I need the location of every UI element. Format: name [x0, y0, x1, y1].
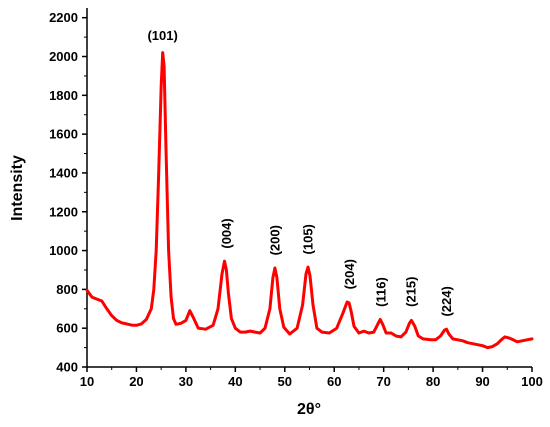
peak-label: (224) — [439, 286, 454, 316]
y-tick-label: 1600 — [49, 127, 78, 142]
x-tick-label: 70 — [376, 374, 390, 389]
y-tick-label: 1400 — [49, 165, 78, 180]
x-tick-label: 100 — [521, 374, 543, 389]
xrd-pattern-line — [85, 51, 534, 350]
peak-label: (215) — [403, 276, 418, 306]
y-tick-label: 1800 — [49, 88, 78, 103]
y-tick-label: 400 — [56, 360, 78, 375]
y-tick-label: 2200 — [49, 10, 78, 25]
peak-label: (200) — [267, 225, 282, 255]
y-tick-label: 1200 — [49, 204, 78, 219]
axes — [86, 8, 532, 368]
x-tick-label: 80 — [426, 374, 440, 389]
y-tick-label: 1000 — [49, 243, 78, 258]
peak-label: (004) — [219, 218, 234, 248]
x-ticks: 10 20 30 40 50 60 70 80 90 100 — [80, 367, 543, 389]
x-tick-label: 90 — [475, 374, 489, 389]
y-tick-label: 800 — [56, 282, 78, 297]
peak-label: (204) — [342, 259, 357, 289]
peak-label: (101) — [147, 28, 177, 43]
x-tick-label: 20 — [129, 374, 143, 389]
peak-annotations: (101) (004) (200) (105) (204) (116) (215) (224) — [147, 28, 453, 317]
peak-label: (116) — [374, 277, 389, 307]
peak-label: (105) — [301, 224, 316, 254]
series-group — [85, 51, 534, 350]
x-axis-title: 2θ° — [297, 401, 321, 418]
x-tick-label: 10 — [80, 374, 94, 389]
x-tick-label: 40 — [228, 374, 242, 389]
y-ticks: 400 600 800 1000 1200 1400 1600 1800 2000 2200 — [49, 10, 87, 375]
x-tick-label: 30 — [179, 374, 193, 389]
y-tick-label: 600 — [56, 321, 78, 336]
x-tick-label: 50 — [278, 374, 292, 389]
y-tick-label: 2000 — [49, 49, 78, 64]
x-tick-label: 60 — [327, 374, 341, 389]
y-axis-title: Intensity — [9, 155, 26, 221]
